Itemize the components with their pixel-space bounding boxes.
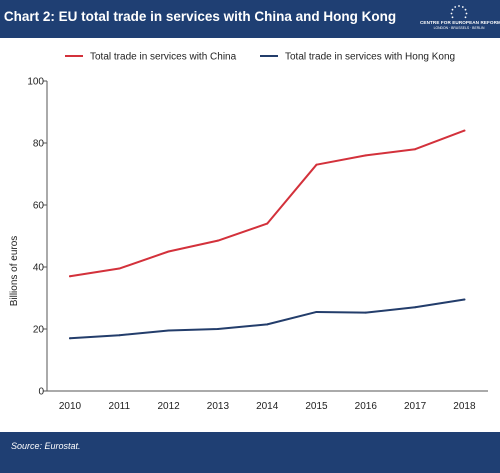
legend-label: Total trade in services with China xyxy=(90,52,237,63)
x-tick-label: 2011 xyxy=(109,401,131,412)
y-tick-label: 60 xyxy=(33,201,45,212)
x-tick-label: 2016 xyxy=(355,401,378,412)
chart-header: Chart 2: EU total trade in services with… xyxy=(0,0,500,38)
chart-footer: Source: Eurostat. xyxy=(0,432,500,473)
data-point xyxy=(364,311,367,314)
y-tick-label: 80 xyxy=(33,139,45,150)
data-point xyxy=(315,310,318,313)
data-point xyxy=(414,306,417,309)
legend-label: Total trade in services with Hong Kong xyxy=(285,52,455,63)
data-point xyxy=(69,337,71,340)
x-tick-label: 2010 xyxy=(59,401,82,412)
data-point xyxy=(69,275,71,278)
data-point xyxy=(167,250,170,253)
data-point xyxy=(266,222,269,225)
y-tick-label: 40 xyxy=(33,263,45,274)
data-point xyxy=(167,329,170,332)
logo-name: CENTRE FOR EUROPEAN REFORM xyxy=(420,20,500,25)
data-point xyxy=(463,298,466,301)
x-tick-label: 2017 xyxy=(404,401,427,412)
y-tick-label: 20 xyxy=(33,325,45,336)
data-point xyxy=(364,154,367,157)
y-axis: 0 20 40 60 80 100 xyxy=(27,77,48,398)
y-tick-label: 100 xyxy=(27,77,44,88)
cer-logo: CENTRE FOR EUROPEAN REFORM LONDON · BRUS… xyxy=(420,4,500,34)
data-point xyxy=(216,328,219,330)
data-point xyxy=(266,323,269,326)
series-line-1 xyxy=(69,298,466,340)
eu-stars-icon xyxy=(450,5,468,19)
x-tick-label: 2013 xyxy=(207,401,230,412)
data-point xyxy=(118,267,121,270)
data-point xyxy=(315,163,318,166)
y-tick-label: 0 xyxy=(38,387,44,398)
data-point xyxy=(414,148,417,151)
y-axis-label: Billions of euros xyxy=(9,236,20,307)
source-note: Source: Eurostat. xyxy=(11,441,81,451)
chart-title: Chart 2: EU total trade in services with… xyxy=(3,9,397,24)
x-axis: 2010 2011 2012 2013 2014 2015 2016 2017 2018 xyxy=(47,390,488,412)
chart-series xyxy=(69,129,466,340)
x-tick-label: 2018 xyxy=(453,401,476,412)
series-line-0 xyxy=(69,129,466,278)
logo-cities: LONDON · BRUSSELS · BERLIN xyxy=(433,26,485,30)
line-chart: Total trade in services with China Total … xyxy=(9,52,488,412)
data-point xyxy=(118,334,121,337)
data-point xyxy=(463,129,466,132)
x-tick-label: 2015 xyxy=(305,401,328,412)
chart-legend: Total trade in services with China Total … xyxy=(65,52,455,63)
data-point xyxy=(216,239,219,242)
x-tick-label: 2012 xyxy=(157,401,180,412)
x-tick-label: 2014 xyxy=(256,401,279,412)
